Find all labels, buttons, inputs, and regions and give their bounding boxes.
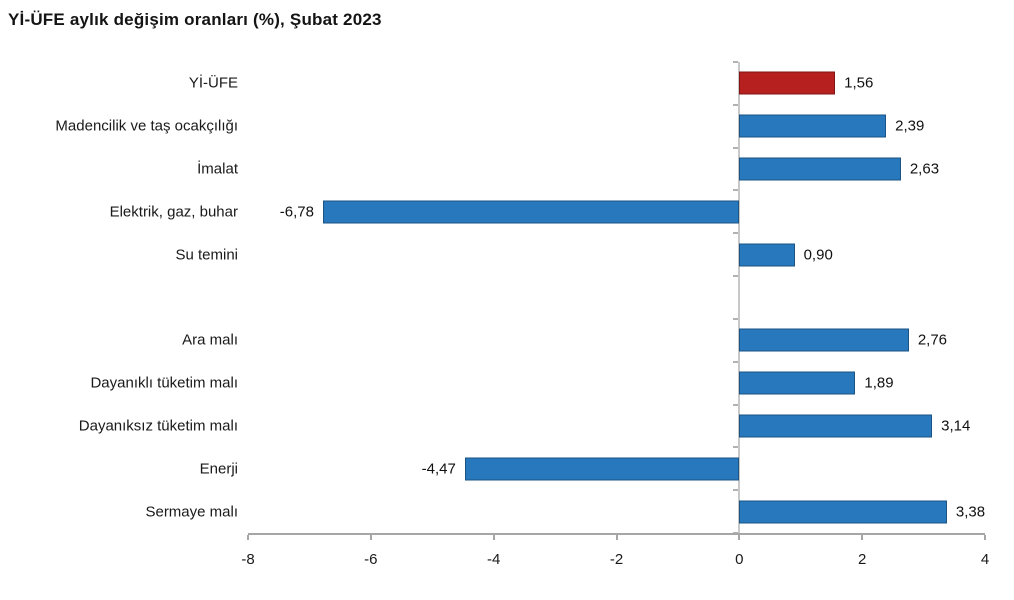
x-axis-tick (369, 535, 372, 540)
category-label: Madencilik ve taş ocakçılığı (55, 117, 238, 135)
x-tick-label: -2 (609, 551, 624, 568)
zero-axis-tick (733, 189, 739, 192)
category-label: Elektrik, gaz, buhar (109, 203, 238, 221)
category-label: Dayanıklı tüketim malı (90, 374, 238, 392)
bar (739, 157, 901, 181)
value-label: 2,39 (895, 117, 925, 135)
value-label: 2,76 (917, 331, 948, 349)
x-tick-label: -8 (241, 551, 255, 568)
value-label: 1,89 (864, 374, 894, 392)
bar (322, 200, 740, 224)
value-label: 2,63 (909, 160, 940, 178)
bar (739, 328, 909, 352)
zero-axis-tick (733, 403, 739, 406)
value-label: 3,14 (941, 417, 971, 435)
x-axis-tick (738, 535, 741, 540)
category-label: Ara malı (182, 331, 238, 349)
category-label: Su temini (175, 246, 238, 264)
category-label: Enerji (199, 460, 238, 478)
zero-axis-tick (733, 360, 739, 363)
bar (739, 71, 836, 95)
zero-axis-tick (733, 232, 739, 235)
category-label: Yİ-ÜFE (188, 74, 238, 92)
zero-axis-tick (733, 317, 739, 320)
value-label: -4,47 (421, 460, 456, 478)
zero-axis-tick (733, 446, 739, 449)
x-tick-label: 4 (980, 551, 990, 568)
x-axis-tick (984, 535, 986, 540)
zero-axis-tick (733, 61, 739, 63)
bar (464, 457, 740, 481)
category-label: Sermaye malı (145, 503, 238, 521)
x-axis-line (248, 533, 985, 535)
zero-axis-tick (733, 489, 739, 492)
zero-axis-tick (733, 275, 739, 278)
value-label: 3,38 (955, 503, 986, 521)
x-axis-tick (861, 535, 864, 540)
x-tick-label: -4 (486, 551, 501, 568)
zero-axis-tick (733, 146, 739, 149)
zero-axis-tick (733, 103, 739, 106)
x-axis-tick (492, 535, 495, 540)
value-label: -6,78 (279, 203, 314, 221)
value-label: 0,90 (803, 246, 833, 264)
bar (739, 371, 856, 395)
bar (739, 414, 933, 438)
chart-title: Yİ-ÜFE aylık değişim oranları (%), Şubat… (8, 10, 382, 29)
bar (739, 243, 795, 267)
category-label: İmalat (197, 160, 238, 178)
value-label: 1,56 (844, 74, 874, 92)
x-tick-label: -6 (364, 551, 378, 568)
bar (739, 500, 947, 524)
x-tick-label: 0 (735, 551, 744, 568)
zero-axis-line (738, 62, 741, 533)
x-axis-tick (615, 535, 618, 540)
x-axis-tick (247, 535, 249, 540)
x-tick-label: 2 (857, 551, 867, 568)
bar (739, 114, 887, 138)
category-label: Dayanıksız tüketim malı (78, 417, 238, 435)
